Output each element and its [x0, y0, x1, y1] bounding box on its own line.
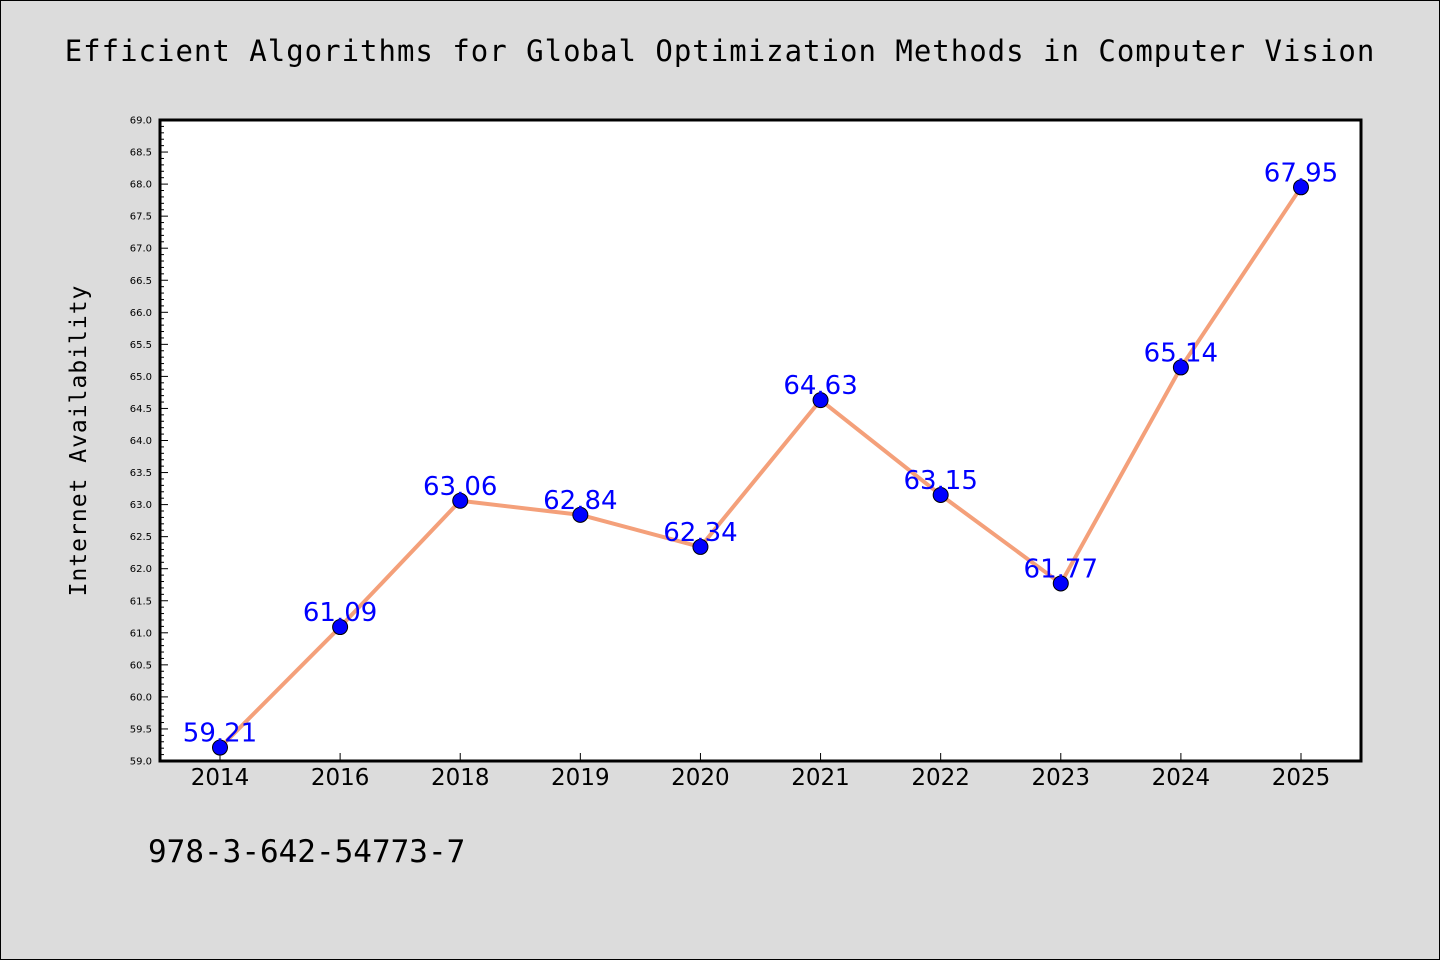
- chart-title: Efficient Algorithms for Global Optimiza…: [64, 34, 1376, 68]
- data-point-marker: [932, 486, 949, 503]
- data-point-marker: [332, 619, 349, 636]
- y-tick-label: 68.0: [130, 180, 152, 191]
- data-label: 61.77: [1024, 554, 1098, 584]
- x-tick-label: 2016: [311, 765, 370, 791]
- plot-area: [160, 120, 1361, 761]
- data-label: 62.84: [543, 486, 617, 516]
- data-point-marker: [572, 506, 589, 523]
- y-tick-label: 60.5: [130, 660, 152, 671]
- data-labels: 59.21 61.09 63.06 62.84 62.34 64.63 63.15 61.77…: [183, 158, 1338, 748]
- x-tick-label: 2020: [671, 765, 730, 791]
- y-tick-label: 61.5: [130, 596, 152, 607]
- data-point-marker: [692, 538, 709, 555]
- x-tick-label: 2025: [1272, 765, 1331, 791]
- y-tick-label: 65.5: [130, 340, 152, 351]
- x-tick-label: 2019: [551, 765, 610, 791]
- y-tick-label: 59.0: [130, 757, 152, 768]
- y-tick-label: 64.5: [130, 404, 152, 415]
- y-tick-label: 63.5: [130, 468, 152, 479]
- x-tick-label: 2022: [911, 765, 970, 791]
- y-tick-label: 66.5: [130, 276, 152, 287]
- x-tick-label: 2018: [431, 765, 490, 791]
- series-markers: [212, 179, 1309, 756]
- y-tick-label: 63.0: [130, 500, 152, 511]
- data-point-marker: [1172, 359, 1189, 376]
- y-tick-label: 62.5: [130, 532, 152, 543]
- y-axis: 59.0 59.5 60.0 60.5 61.0 61.5 62.0 62.5 63.0 63.5…: [130, 116, 168, 768]
- y-tick-label: 64.0: [130, 436, 152, 447]
- x-axis: 2014 2016 2018 2019 2020 2021 2022 2023 2024 2025: [191, 753, 1331, 791]
- data-label: 62.34: [663, 518, 737, 548]
- y-tick-label: 61.0: [130, 628, 152, 639]
- data-label: 61.09: [303, 598, 377, 628]
- data-label: 63.15: [903, 466, 977, 496]
- data-point-marker: [1052, 575, 1069, 592]
- x-tick-label: 2014: [191, 765, 250, 791]
- x-tick-label: 2023: [1032, 765, 1091, 791]
- y-tick-label: 68.5: [130, 148, 152, 159]
- y-tick-label: 59.5: [130, 724, 152, 735]
- y-tick-label: 60.0: [130, 692, 152, 703]
- y-tick-label: 62.0: [130, 564, 152, 575]
- data-point-marker: [1293, 179, 1309, 196]
- x-tick-label: 2021: [791, 765, 850, 791]
- data-label: 63.06: [423, 472, 497, 502]
- data-label: 64.63: [783, 371, 857, 401]
- x-tick-label: 2024: [1152, 765, 1211, 791]
- y-tick-label: 67.0: [130, 244, 152, 255]
- data-point-marker: [812, 392, 829, 409]
- y-axis-label: Internet Availability: [66, 285, 92, 597]
- plot-border: [158, 118, 1363, 763]
- data-label: 65.14: [1144, 338, 1218, 368]
- y-tick-label: 69.0: [130, 116, 152, 127]
- data-point-marker: [212, 739, 228, 756]
- y-tick-label: 67.5: [130, 212, 152, 223]
- footer-code: 978-3-642-54773-7: [148, 834, 466, 870]
- y-tick-label: 66.0: [130, 308, 152, 319]
- data-point-marker: [452, 492, 469, 509]
- data-label: 59.21: [183, 719, 257, 749]
- y-tick-label: 65.0: [130, 372, 152, 383]
- series-line: [218, 186, 1303, 749]
- data-label: 67.95: [1264, 158, 1338, 188]
